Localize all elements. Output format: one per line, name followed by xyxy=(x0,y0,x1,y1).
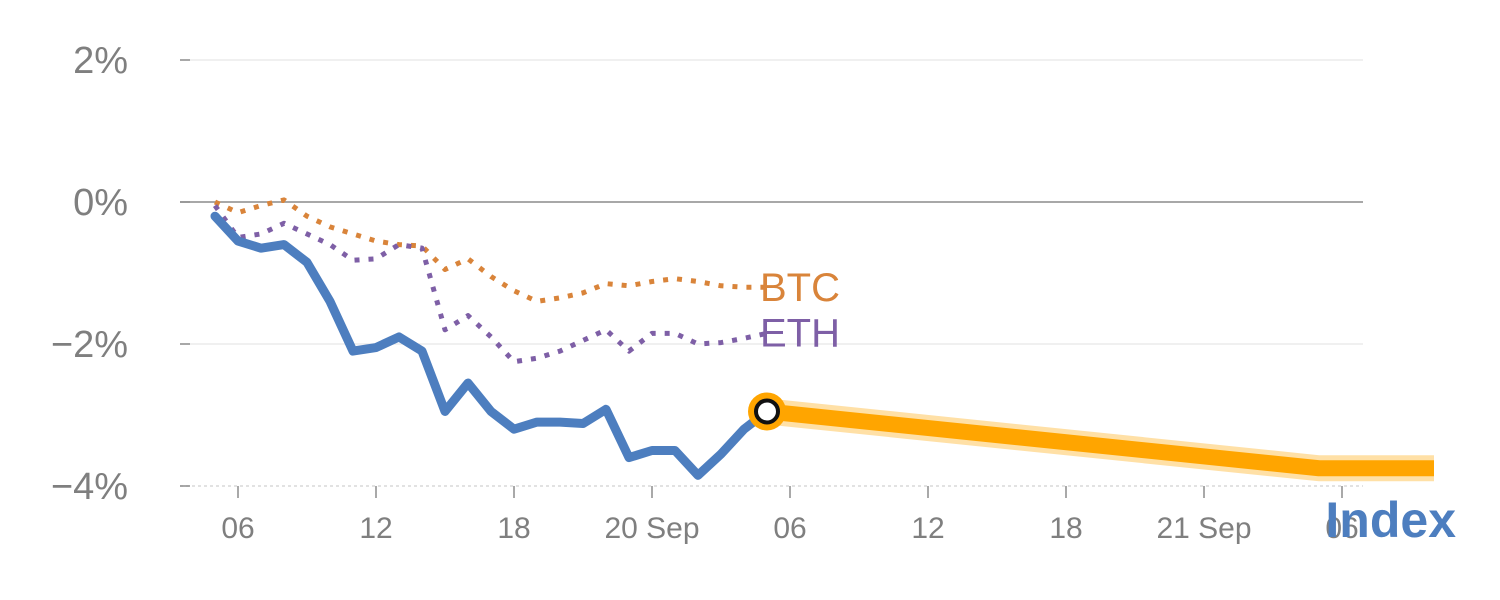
x-tick-label: 06 xyxy=(221,512,254,545)
y-tick-label: 0% xyxy=(73,182,128,224)
x-axis: 06 12 18 20 Sep 06 12 18 21 Sep 06 xyxy=(221,486,1359,545)
y-tick-label: 2% xyxy=(73,40,128,82)
series-lines xyxy=(210,197,772,480)
series-line-btc xyxy=(213,197,767,304)
y-tick-label: −4% xyxy=(51,466,128,508)
series-label-eth: ETH xyxy=(760,311,840,355)
projection-line xyxy=(766,403,1434,477)
projection-line xyxy=(765,398,1434,482)
series-label-btc: BTC xyxy=(760,266,840,310)
x-tick-label: 18 xyxy=(1049,512,1082,545)
x-tick-label: 06 xyxy=(773,512,806,545)
series-label-index: Index xyxy=(1325,492,1456,548)
series-line-eth xyxy=(212,204,768,365)
y-axis: 2% 0% −2% −4% xyxy=(51,40,190,508)
x-tick-label: 12 xyxy=(359,512,392,545)
x-tick-label: 18 xyxy=(497,512,530,545)
x-tick-label: 12 xyxy=(911,512,944,545)
current-point-marker xyxy=(748,392,786,431)
marker-dot xyxy=(754,398,780,425)
x-tick-label: 21 Sep xyxy=(1156,512,1251,545)
y-tick-label: −2% xyxy=(51,324,128,366)
series-line-index xyxy=(210,211,772,480)
x-tick-label: 06 xyxy=(1325,512,1358,545)
x-tick-label: 20 Sep xyxy=(604,512,699,545)
